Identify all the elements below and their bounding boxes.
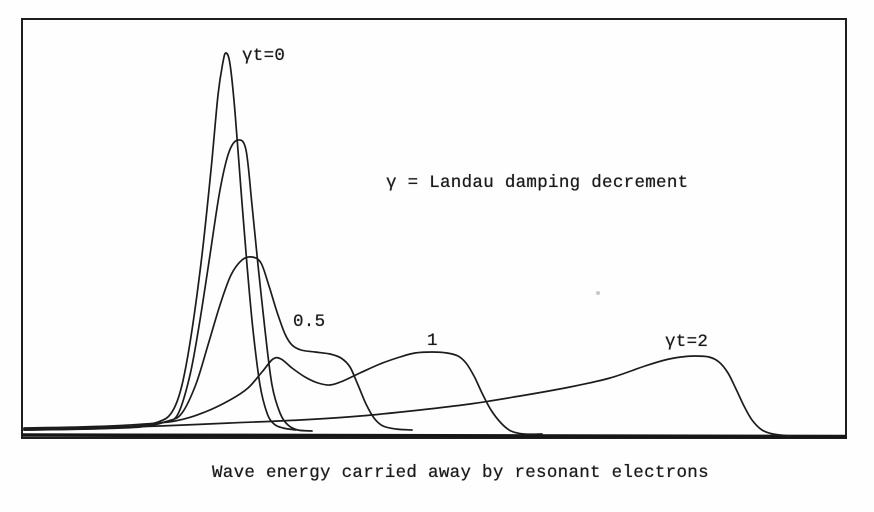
curve-gamma-t-2 (23, 355, 791, 437)
curve-label-gamma-t-1: 1 (427, 331, 438, 351)
curve-gamma-t-0-5 (23, 255, 413, 431)
curve-gamma-t-1 (23, 351, 543, 436)
curve-label-gamma-t-0: γt=0 (242, 46, 286, 66)
scan-artifact-dot (596, 291, 600, 295)
annotation-landau-damping: γ = Landau damping decrement (386, 173, 689, 193)
curve-label-gamma-t-2: γt=2 (665, 332, 709, 352)
curve-gamma-t-0 (23, 52, 297, 431)
plot-frame-border (21, 18, 847, 439)
curve-label-gamma-t-0-5: 0.5 (293, 312, 326, 332)
baseline-axis (21, 433, 847, 439)
figure-caption: Wave energy carried away by resonant ele… (212, 463, 709, 483)
